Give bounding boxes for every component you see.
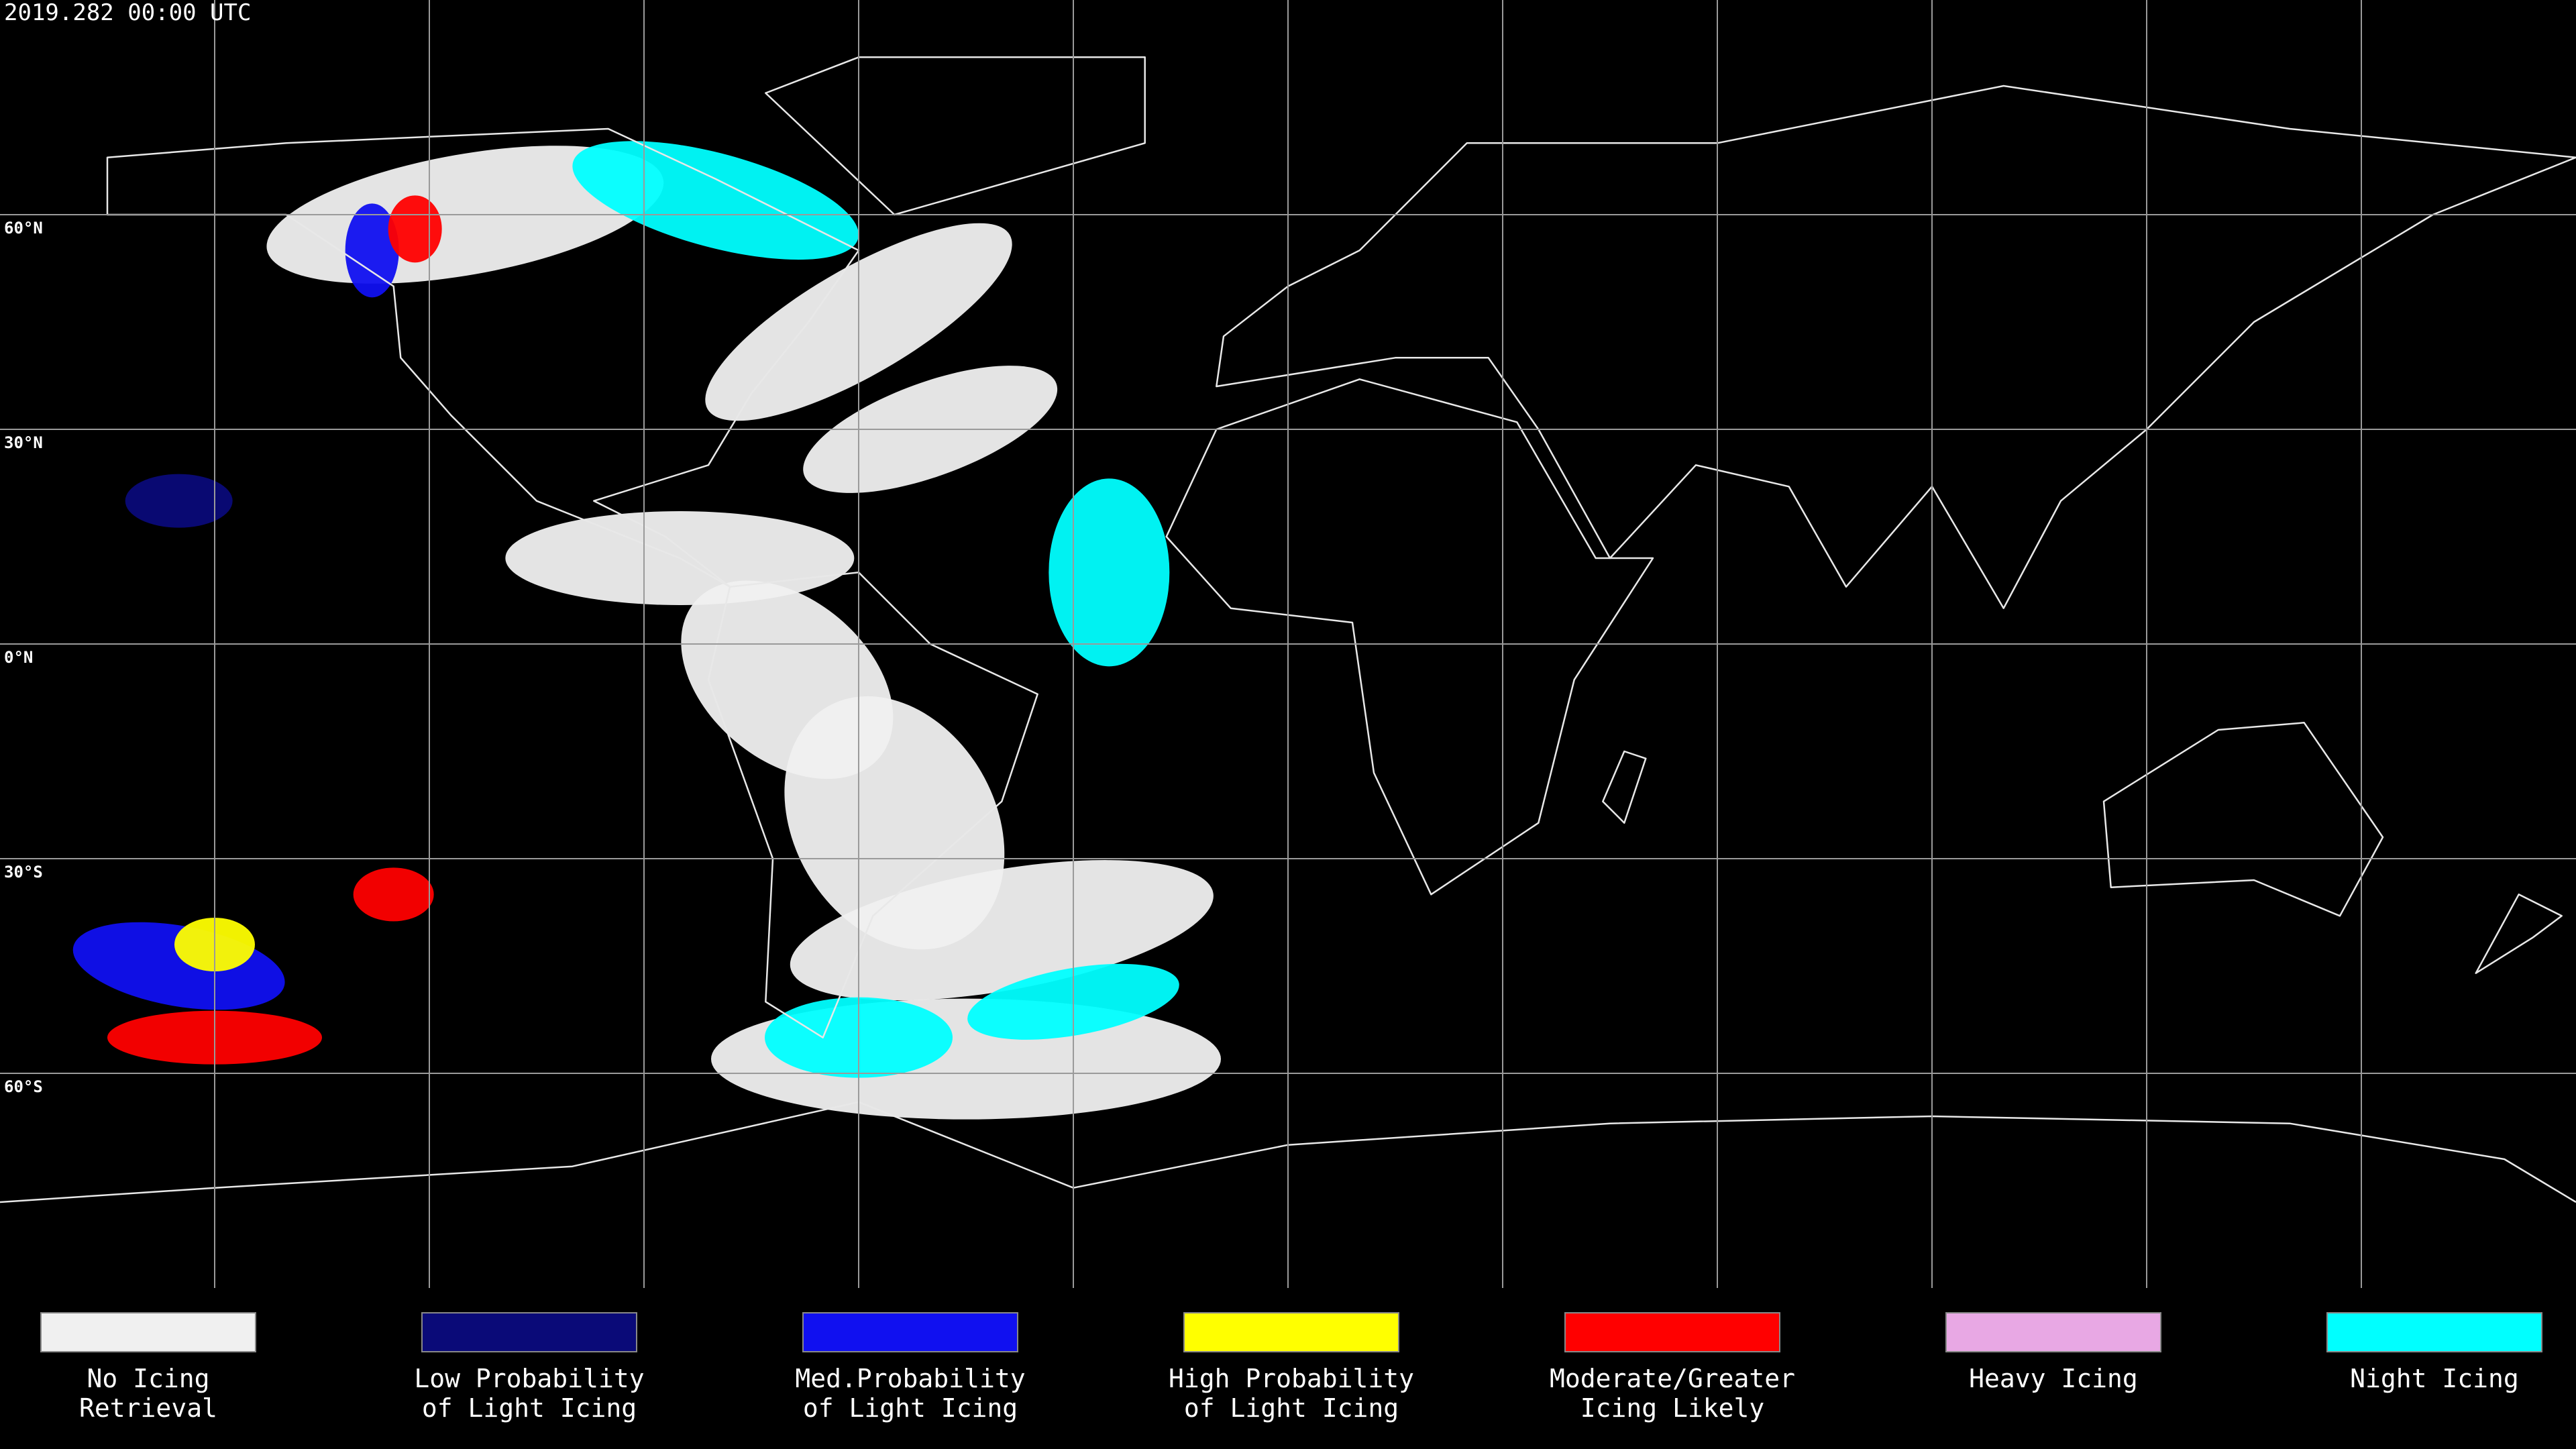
- legend-label: of Light Icing: [1184, 1393, 1399, 1423]
- legend-swatch: [40, 1312, 256, 1352]
- coastline: [707, 572, 1038, 1038]
- legend-swatch: [421, 1312, 637, 1352]
- coastline: [765, 56, 1146, 216]
- legend-label: Heavy Icing: [1969, 1364, 2138, 1393]
- legend-label: Moderate/Greater: [1550, 1364, 1795, 1393]
- cloud: [388, 195, 442, 263]
- legend-swatch: [1183, 1312, 1399, 1352]
- legend-label: of Light Icing: [422, 1393, 637, 1423]
- coastline: [106, 127, 860, 588]
- cloud: [345, 203, 399, 298]
- lat-label: 30°N: [4, 433, 43, 452]
- legend-label: Med.Probability: [795, 1364, 1025, 1393]
- legend-label: Low Probability: [414, 1364, 644, 1393]
- legend-label: High Probability: [1169, 1364, 1414, 1393]
- legend-swatch: [1564, 1312, 1780, 1352]
- lat-label: 30°S: [4, 863, 43, 881]
- timestamp: 2019.282 00:00 UTC: [4, 0, 251, 26]
- legend-label: Night Icing: [2350, 1364, 2519, 1393]
- lat-label: 0°N: [4, 648, 33, 667]
- legend-label: No Icing: [87, 1364, 209, 1393]
- lat-label: 60°N: [4, 219, 43, 237]
- legend-swatch: [1945, 1312, 2161, 1352]
- legend-label: Icing Likely: [1580, 1393, 1765, 1423]
- legend-swatch: [2326, 1312, 2542, 1352]
- legend-label: Retrieval: [79, 1393, 217, 1423]
- lat-label: 60°S: [4, 1077, 43, 1096]
- legend-label: of Light Icing: [803, 1393, 1018, 1423]
- coastline: [1602, 750, 1647, 824]
- coastline: [2475, 894, 2563, 974]
- coastline: [1165, 378, 1654, 896]
- graticule: 60°N 30°N 0°N 30°S 60°S: [0, 0, 2576, 1288]
- cloud: [125, 474, 233, 528]
- cloud: [353, 867, 434, 922]
- cloud: [1049, 478, 1170, 667]
- legend-swatch: [802, 1312, 1018, 1352]
